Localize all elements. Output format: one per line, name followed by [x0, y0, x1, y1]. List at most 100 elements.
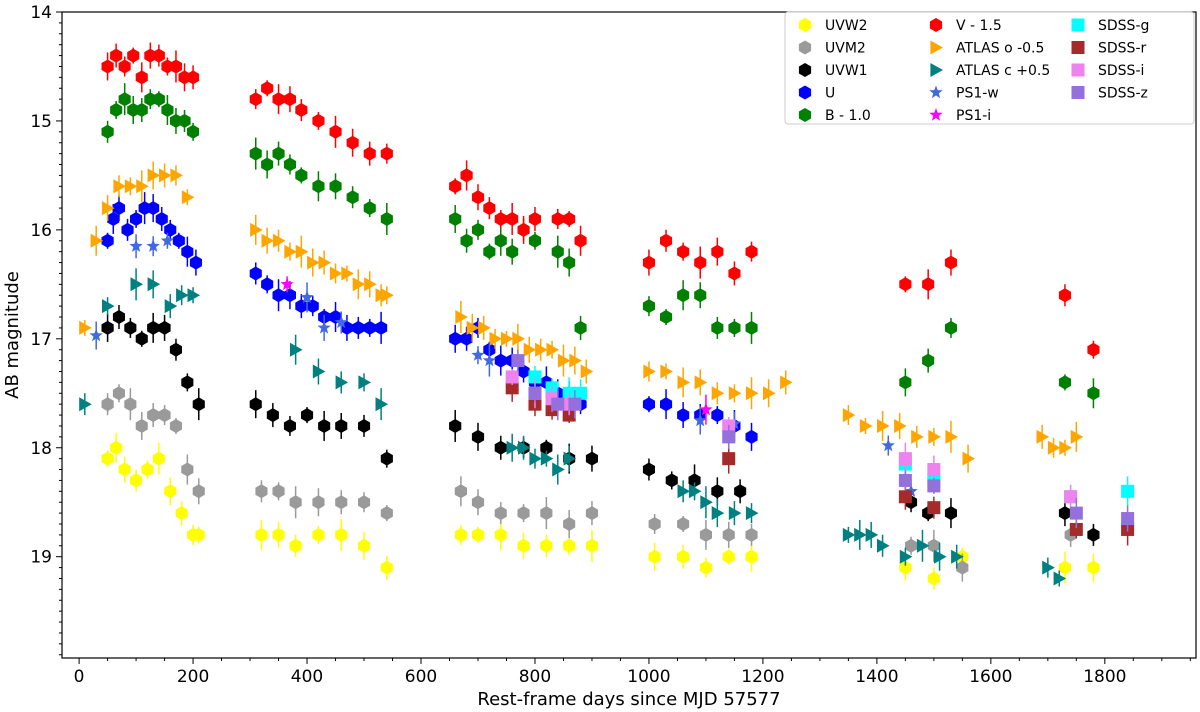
data-point — [102, 201, 115, 216]
data-point — [155, 212, 168, 226]
data-point — [335, 495, 348, 510]
data-point — [722, 549, 735, 564]
data-point — [745, 527, 758, 542]
data-point — [375, 320, 388, 335]
data-point — [881, 438, 895, 452]
data-point — [249, 266, 262, 281]
legend-label: UVM2 — [825, 41, 866, 57]
data-point — [585, 506, 598, 521]
data-point — [301, 408, 314, 423]
data-point — [551, 397, 565, 411]
data-point — [289, 538, 302, 553]
data-point — [1059, 440, 1072, 455]
data-point — [927, 479, 941, 493]
data-point — [152, 92, 165, 107]
data-point — [711, 408, 724, 423]
legend-marker — [1071, 63, 1085, 77]
data-point — [261, 81, 274, 96]
data-point — [455, 310, 468, 324]
data-point — [90, 233, 104, 248]
series-sdss-r — [505, 373, 1135, 546]
x-tick-label: 1200 — [741, 667, 784, 687]
data-point — [1087, 342, 1100, 357]
data-point — [147, 168, 161, 183]
data-point — [899, 560, 912, 575]
data-point — [101, 397, 114, 412]
data-point — [568, 397, 582, 411]
data-point — [528, 212, 541, 226]
data-point — [523, 342, 537, 357]
data-point — [118, 59, 131, 74]
data-point — [580, 364, 594, 379]
data-point — [364, 277, 377, 292]
data-point — [181, 375, 194, 390]
data-point — [454, 484, 467, 499]
y-tick-label: 15 — [30, 112, 52, 132]
series-sdss-i — [505, 368, 1078, 509]
data-point — [642, 299, 655, 314]
data-point — [110, 440, 123, 455]
data-point — [529, 451, 542, 466]
data-point — [129, 239, 143, 252]
legend: UVW2 UVM2 UVW1 U B - 1.0 V - 1.5 ATLAS o -0.5 A… — [784, 11, 1195, 125]
data-point — [471, 527, 485, 542]
series-sdss-z — [511, 349, 1135, 532]
data-point — [341, 266, 354, 281]
data-point — [528, 233, 541, 248]
data-point — [127, 48, 140, 63]
data-point — [927, 463, 941, 477]
data-point — [688, 473, 701, 488]
legend-marker — [1071, 86, 1085, 99]
data-point — [112, 310, 125, 324]
legend-marker — [930, 63, 943, 77]
data-point — [728, 320, 741, 335]
data-point — [677, 517, 690, 531]
data-point — [449, 419, 462, 433]
data-point — [569, 353, 582, 368]
data-point — [660, 364, 673, 379]
data-point — [711, 386, 725, 401]
data-point — [745, 386, 759, 401]
series-u — [101, 192, 758, 451]
data-point — [506, 212, 519, 226]
series-sdss-g — [528, 365, 1135, 507]
data-point — [894, 419, 907, 433]
legend-marker — [798, 85, 812, 100]
data-point — [922, 277, 935, 292]
data-point — [1069, 522, 1083, 536]
data-point — [249, 146, 262, 161]
data-point — [505, 381, 519, 395]
data-point — [1058, 506, 1071, 521]
data-point — [187, 124, 200, 139]
data-point — [911, 429, 924, 444]
data-point — [728, 506, 742, 521]
data-point — [160, 233, 175, 247]
x-axis: 0 200 400 600 800 1000 1200 1400 1600 1800 — [74, 658, 1191, 687]
data-point — [944, 506, 957, 521]
data-point — [693, 413, 707, 427]
legend-label: SDSS-z — [1098, 86, 1148, 102]
data-point — [124, 320, 137, 335]
data-point — [899, 277, 912, 292]
data-point — [307, 255, 320, 270]
y-tick-label: 14 — [30, 3, 52, 23]
data-point — [306, 299, 319, 314]
data-point — [711, 320, 724, 335]
data-point — [187, 70, 200, 85]
data-point — [660, 233, 673, 248]
data-point — [352, 320, 365, 335]
data-point — [358, 375, 371, 390]
data-point — [927, 501, 941, 515]
data-point — [192, 527, 205, 542]
data-point — [135, 419, 148, 433]
x-tick-label: 200 — [177, 667, 209, 687]
data-point — [694, 288, 707, 303]
x-tick-label: 400 — [291, 667, 323, 687]
data-point — [164, 299, 178, 314]
data-point — [899, 375, 912, 390]
data-point — [176, 288, 189, 303]
data-point — [722, 430, 736, 444]
data-point — [261, 277, 274, 292]
data-point — [89, 328, 103, 342]
data-point — [130, 277, 144, 292]
